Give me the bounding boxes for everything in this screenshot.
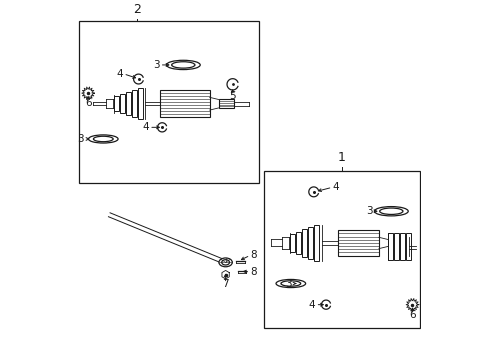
Bar: [290, 234, 295, 252]
Bar: [120, 94, 125, 113]
Text: 8: 8: [250, 250, 257, 260]
Text: 3: 3: [153, 60, 160, 70]
Bar: [160, 90, 210, 117]
Bar: [394, 233, 399, 260]
Text: 6: 6: [409, 310, 416, 320]
Text: 3: 3: [286, 279, 292, 288]
Text: 7: 7: [222, 279, 229, 288]
Bar: [388, 233, 393, 260]
Ellipse shape: [281, 281, 301, 286]
Bar: [339, 230, 379, 256]
Text: 1: 1: [338, 150, 346, 164]
Ellipse shape: [374, 207, 408, 216]
Bar: [296, 231, 301, 255]
Bar: [132, 90, 137, 117]
Bar: [114, 96, 119, 112]
Ellipse shape: [172, 62, 195, 68]
Text: 4: 4: [332, 182, 339, 192]
Ellipse shape: [219, 258, 232, 267]
Bar: [302, 229, 307, 257]
Bar: [138, 88, 143, 119]
Bar: [400, 233, 405, 260]
Bar: [219, 99, 234, 108]
Text: 8: 8: [250, 267, 257, 277]
Text: 4: 4: [309, 300, 316, 310]
Ellipse shape: [380, 208, 403, 215]
Ellipse shape: [89, 135, 118, 143]
Text: 3: 3: [77, 134, 84, 144]
Bar: [308, 227, 313, 259]
Ellipse shape: [167, 60, 200, 69]
Bar: [406, 233, 411, 260]
Text: 3: 3: [366, 206, 372, 216]
Text: 2: 2: [134, 3, 142, 15]
Bar: [265, 171, 419, 328]
Text: 4: 4: [117, 69, 123, 79]
Bar: [126, 92, 131, 115]
Bar: [79, 21, 259, 183]
Text: 5: 5: [229, 91, 236, 100]
Text: 4: 4: [143, 122, 149, 132]
Ellipse shape: [222, 260, 229, 265]
Bar: [314, 225, 319, 261]
Ellipse shape: [276, 279, 306, 288]
Text: 6: 6: [85, 98, 92, 108]
Ellipse shape: [94, 136, 113, 142]
